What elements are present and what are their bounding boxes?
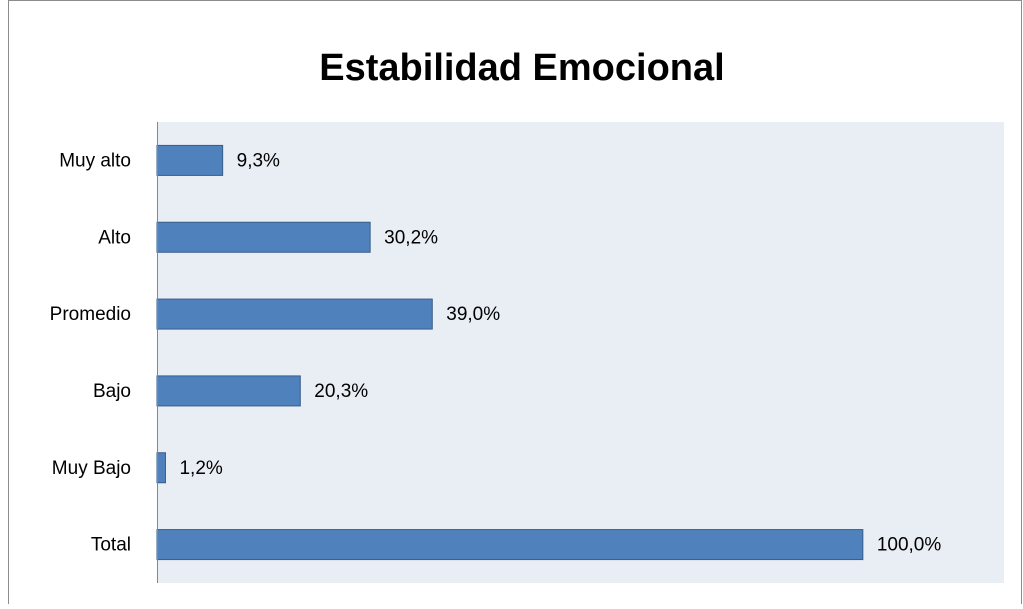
bar — [156, 452, 166, 484]
y-tick-label: Total — [91, 535, 131, 556]
bar — [156, 375, 301, 407]
data-label: 20,3% — [314, 381, 368, 402]
y-tick-label: Muy alto — [59, 150, 131, 171]
data-label: 1,2% — [179, 458, 222, 479]
data-label: 30,2% — [384, 227, 438, 248]
y-tick-label: Bajo — [93, 381, 131, 402]
plot-area — [157, 122, 1004, 583]
bar — [156, 298, 433, 330]
bar — [156, 529, 864, 561]
data-label: 100,0% — [877, 535, 942, 556]
data-label: 9,3% — [237, 150, 280, 171]
bar — [156, 144, 224, 176]
bar — [156, 221, 371, 253]
y-tick-label: Muy Bajo — [52, 458, 131, 479]
data-label: 39,0% — [446, 304, 500, 325]
chart-title: Estabilidad Emocional — [319, 47, 724, 89]
y-tick-label: Promedio — [50, 304, 131, 325]
y-tick-label: Alto — [98, 227, 131, 248]
